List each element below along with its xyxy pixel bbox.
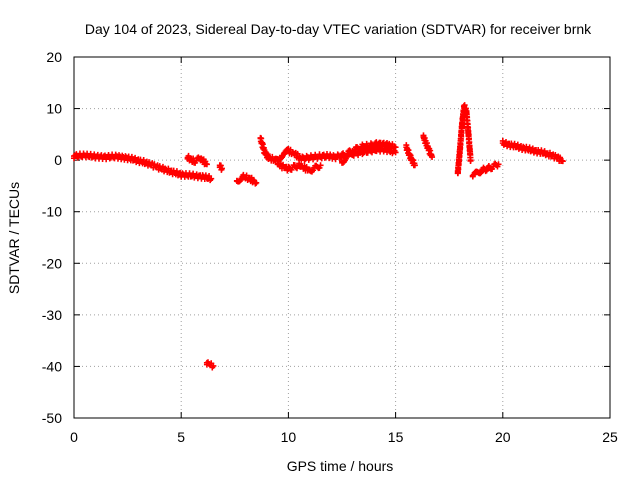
x-tick-label: 20 [495,429,511,445]
data-segment [339,144,399,166]
x-tick-label: 5 [177,429,185,445]
data-segment [233,171,260,187]
grid-lines [74,57,610,418]
x-tick-label: 15 [388,429,404,445]
y-tick-label: -40 [42,358,62,374]
data-segment [469,160,502,180]
data-segment [184,152,210,168]
data-segment [454,102,474,177]
data-segment [499,137,566,165]
data-segment [274,160,324,175]
data-trail [203,359,216,371]
data-trail [403,142,418,169]
data-trail [469,160,501,180]
y-tick-label: 20 [46,49,62,65]
data-trail [274,160,323,175]
data-segment [203,359,217,371]
x-axis-label: GPS time / hours [287,458,394,474]
data-segment [420,132,436,161]
data-segment [216,162,225,173]
chart-title: Day 104 of 2023, Sidereal Day-to-day VTE… [85,21,592,37]
data-series [71,102,566,371]
data-trail [233,171,259,187]
data-trail [216,162,225,173]
y-tick-label: -30 [42,307,62,323]
plot-frame [73,56,611,419]
x-tick-label: 0 [70,429,78,445]
axis-ticks: 0 5 10 15 20 25 -50 -40 -30 -20 -10 0 10 20 [42,49,618,445]
y-tick-label: -20 [42,255,62,271]
data-segment [403,142,418,169]
data-segment [71,150,215,184]
y-tick-label: -10 [42,204,62,220]
data-trail [454,102,474,177]
data-trail [499,137,565,165]
x-tick-label: 25 [602,429,618,445]
x-tick-label: 10 [281,429,297,445]
y-axis-label: SDTVAR / TECUs [6,182,22,294]
y-tick-label: -50 [42,410,62,426]
data-trail [339,144,398,166]
y-tick-label: 10 [46,101,62,117]
data-trail [420,132,435,159]
data-trail [184,152,210,168]
data-trail [71,150,214,184]
y-tick-label: 0 [54,152,62,168]
